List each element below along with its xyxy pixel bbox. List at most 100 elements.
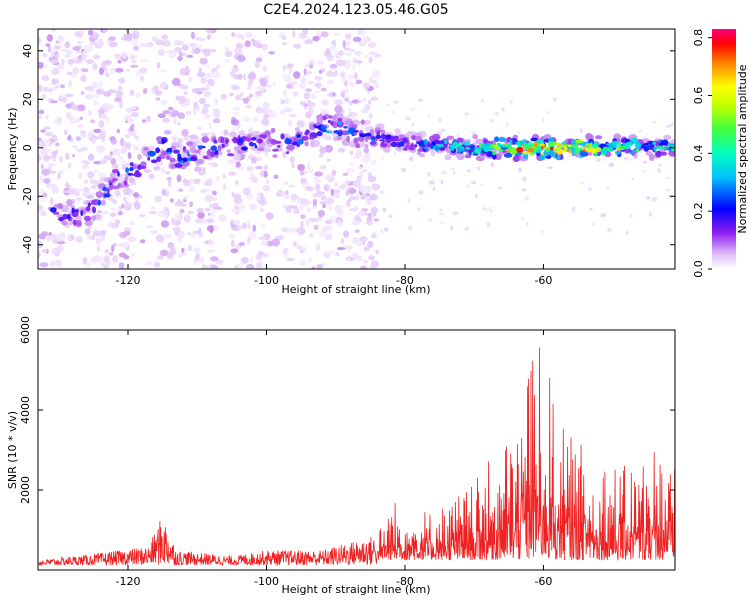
heat-noise-blob bbox=[49, 261, 56, 268]
heat-noise-blob bbox=[405, 116, 411, 121]
heat-ridge-blob bbox=[493, 136, 500, 142]
heat-noise-blob bbox=[362, 97, 367, 103]
heat-noise-blob bbox=[66, 71, 73, 76]
heat-noise-blob bbox=[351, 219, 361, 226]
heat-ridge-blob bbox=[171, 142, 181, 148]
heat-noise-blob bbox=[139, 75, 145, 82]
heat-noise-blob bbox=[137, 153, 142, 160]
heat-noise-blob bbox=[52, 238, 59, 245]
heat-ridge-blob bbox=[523, 153, 529, 159]
heat-noise-blob bbox=[596, 158, 601, 162]
heat-noise-blob bbox=[382, 207, 387, 212]
heat-noise-blob bbox=[329, 69, 333, 76]
heat-noise-blob bbox=[228, 234, 235, 239]
heat-noise-blob bbox=[316, 190, 322, 195]
heat-noise-blob bbox=[118, 77, 125, 84]
heat-ridge-blob bbox=[440, 147, 446, 151]
heat-noise-blob bbox=[359, 265, 368, 269]
heat-noise-blob bbox=[608, 162, 615, 167]
spectrogram-x-axis-label: Height of straight line (km) bbox=[281, 283, 430, 296]
heat-noise-blob bbox=[578, 128, 582, 131]
heat-ridge-blob bbox=[165, 155, 171, 160]
heat-noise-blob bbox=[134, 92, 141, 99]
heat-noise-blob bbox=[288, 184, 295, 188]
heat-noise-blob bbox=[98, 172, 106, 177]
heat-noise-blob bbox=[438, 118, 442, 123]
heat-ridge-blob bbox=[456, 152, 465, 160]
heat-noise-blob bbox=[89, 41, 97, 46]
heat-noise-blob bbox=[334, 99, 343, 106]
heat-ridge-blob bbox=[393, 135, 399, 139]
heat-noise-blob bbox=[235, 180, 239, 185]
heat-ridge-blob bbox=[296, 133, 302, 138]
heat-noise-blob bbox=[115, 90, 124, 98]
heat-ridge-blob bbox=[129, 162, 134, 167]
heat-noise-blob bbox=[367, 42, 377, 49]
heat-noise-blob bbox=[308, 61, 315, 66]
heat-ridge-blob bbox=[336, 134, 342, 141]
heat-noise-blob bbox=[410, 108, 416, 111]
heat-noise-blob bbox=[40, 210, 47, 217]
heat-ridge-blob bbox=[535, 139, 544, 144]
heat-noise-blob bbox=[117, 155, 124, 161]
heat-ridge-blob bbox=[322, 115, 327, 121]
heat-noise-blob bbox=[38, 109, 45, 115]
heat-noise-blob bbox=[245, 32, 253, 38]
heat-ridge-blob bbox=[369, 128, 374, 135]
heat-noise-blob bbox=[116, 128, 121, 134]
heat-noise-blob bbox=[177, 138, 183, 145]
heat-ridge-blob bbox=[114, 190, 121, 197]
heat-noise-blob bbox=[314, 76, 323, 81]
heat-ridge-blob bbox=[67, 213, 71, 220]
heat-noise-blob bbox=[98, 67, 104, 75]
heat-ridge-blob bbox=[386, 134, 392, 139]
heat-noise-blob bbox=[292, 91, 299, 97]
heat-noise-blob bbox=[160, 99, 168, 105]
heat-noise-blob bbox=[281, 227, 291, 233]
heat-noise-blob bbox=[90, 235, 95, 241]
heat-ridge-blob bbox=[670, 146, 675, 152]
heat-noise-blob bbox=[177, 122, 181, 126]
heat-noise-blob bbox=[74, 59, 83, 64]
heat-noise-blob bbox=[198, 97, 207, 105]
heat-ridge-blob bbox=[443, 139, 448, 145]
heat-noise-blob bbox=[39, 175, 43, 184]
heat-noise-blob bbox=[669, 122, 674, 127]
heat-ridge-blob bbox=[343, 126, 348, 129]
heat-noise-blob bbox=[365, 197, 372, 206]
heat-ridge-blob bbox=[270, 127, 276, 134]
heat-noise-blob bbox=[210, 49, 217, 53]
heat-ridge-blob bbox=[363, 119, 371, 126]
heat-noise-blob bbox=[450, 167, 455, 170]
heat-noise-blob bbox=[325, 235, 332, 241]
heat-noise-blob bbox=[287, 119, 293, 128]
heat-noise-blob bbox=[518, 167, 522, 173]
heat-ridge-blob bbox=[549, 149, 555, 157]
heat-noise-blob bbox=[206, 132, 211, 136]
heat-noise-blob bbox=[334, 70, 338, 76]
heat-noise-blob bbox=[411, 122, 414, 127]
heat-noise-blob bbox=[147, 41, 154, 48]
heat-noise-blob bbox=[260, 55, 264, 58]
heat-noise-blob bbox=[203, 180, 213, 187]
heat-noise-blob bbox=[287, 63, 294, 68]
heat-noise-blob bbox=[224, 58, 230, 63]
heat-ridge-blob bbox=[74, 209, 79, 213]
heat-noise-blob bbox=[47, 162, 56, 168]
heat-ridge-blob bbox=[111, 177, 118, 182]
heat-noise-blob bbox=[200, 188, 208, 194]
heat-noise-blob bbox=[320, 31, 329, 38]
heat-noise-blob bbox=[268, 51, 275, 55]
heat-ridge-blob bbox=[527, 147, 535, 153]
heat-ridge-blob bbox=[463, 141, 471, 146]
heat-noise-blob bbox=[348, 100, 353, 106]
heat-noise-blob bbox=[347, 258, 351, 262]
heat-ridge-blob bbox=[568, 149, 572, 154]
heat-noise-blob bbox=[71, 103, 77, 111]
heat-noise-blob bbox=[61, 58, 65, 67]
heat-noise-blob bbox=[57, 34, 65, 43]
heat-noise-blob bbox=[110, 158, 117, 165]
heat-noise-blob bbox=[90, 192, 96, 196]
heat-noise-blob bbox=[80, 91, 85, 96]
heat-noise-blob bbox=[208, 238, 214, 246]
